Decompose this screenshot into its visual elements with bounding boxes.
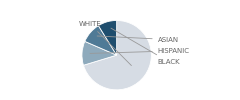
Text: WHITE: WHITE bbox=[78, 21, 132, 66]
Wedge shape bbox=[82, 41, 117, 65]
Wedge shape bbox=[85, 26, 117, 55]
Text: HISPANIC: HISPANIC bbox=[90, 48, 190, 54]
Wedge shape bbox=[84, 20, 151, 90]
Text: BLACK: BLACK bbox=[111, 28, 180, 65]
Text: ASIAN: ASIAN bbox=[97, 36, 179, 42]
Wedge shape bbox=[98, 20, 117, 55]
